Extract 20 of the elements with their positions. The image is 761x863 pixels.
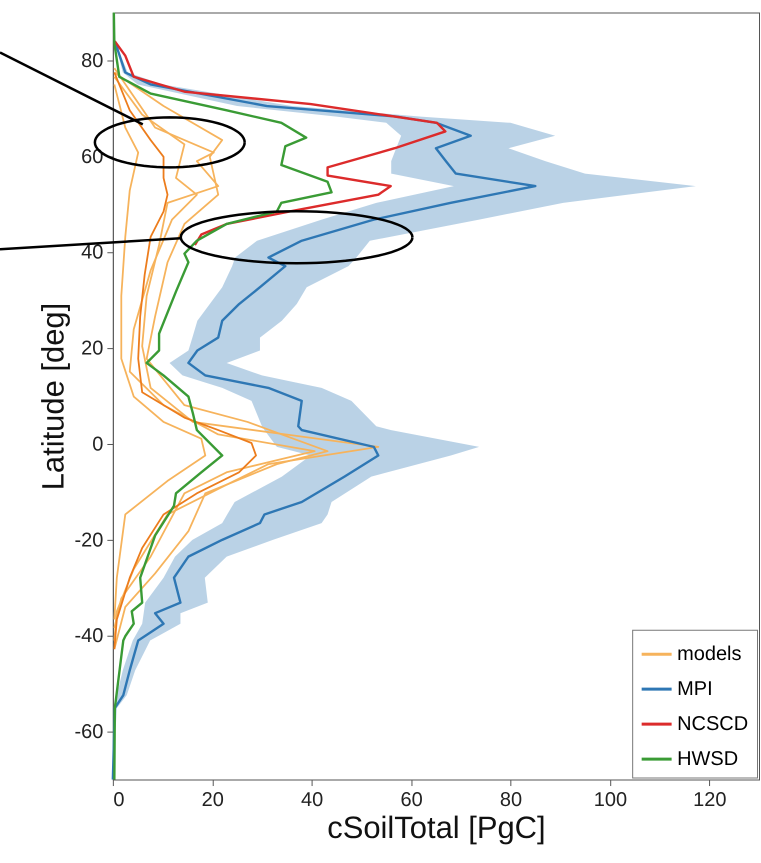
y-tick-label: -40: [74, 625, 104, 648]
legend-label: HWSD: [677, 748, 738, 770]
x-tick-label: 40: [301, 789, 324, 812]
x-tick-label: 60: [400, 789, 423, 812]
y-tick-label: -60: [74, 721, 104, 744]
y-axis-title: Latitude [deg]: [36, 302, 71, 490]
x-tick-label: 20: [202, 789, 224, 812]
y-tick-label: 0: [92, 433, 104, 456]
y-tick-label: 80: [81, 50, 104, 72]
x-tick-label: 80: [500, 789, 522, 812]
y-tick-label: 20: [81, 338, 104, 360]
legend-label: models: [677, 643, 742, 666]
legend-label: MPI: [677, 678, 713, 700]
x-tick-label: 0: [113, 789, 124, 812]
y-tick-label: -20: [74, 529, 104, 552]
x-tick-label: 100: [594, 789, 628, 812]
x-axis-title: cSoilTotal [PgC]: [327, 810, 546, 845]
legend-label: NCSCD: [677, 713, 748, 736]
x-tick-label: 120: [693, 789, 726, 812]
y-tick-label: 40: [81, 242, 104, 264]
